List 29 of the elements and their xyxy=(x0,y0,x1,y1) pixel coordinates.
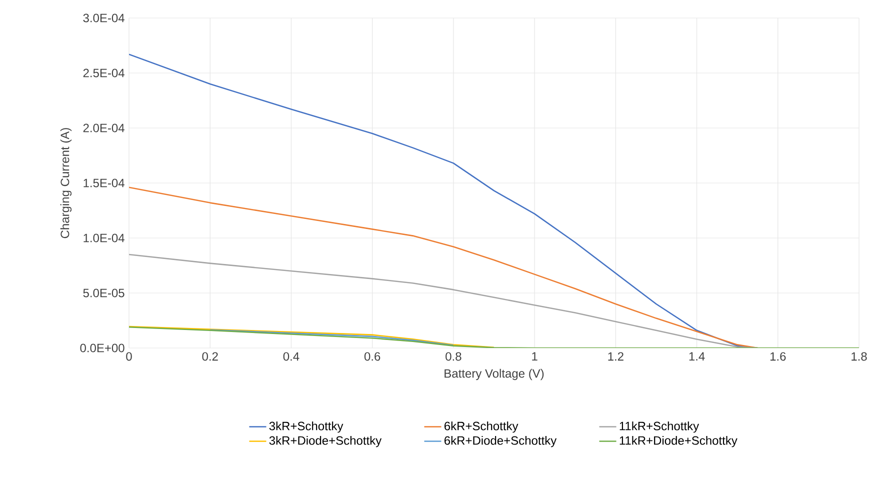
legend-label: 11kR+Schottky xyxy=(620,421,700,433)
y-tick-label: 3.0E-04 xyxy=(83,14,124,22)
x-axis-title: Battery Voltage (V) xyxy=(444,368,544,380)
y-tick-label: 2.5E-04 xyxy=(83,68,124,78)
y-tick-label: 5.0E-05 xyxy=(83,288,124,298)
x-tick-label: 1 xyxy=(532,352,538,360)
x-tick-label: 1.2 xyxy=(608,352,624,361)
x-tick-label: 0.6 xyxy=(364,352,380,361)
legend-label: 6kR+Schottky xyxy=(444,421,518,433)
line-series xyxy=(129,326,495,348)
legend-label: 3kR+Diode+Schottky xyxy=(269,436,382,448)
line-series xyxy=(129,254,758,348)
legend-label: 3kR+Schottky xyxy=(269,421,344,433)
y-tick-label: 0.0E+00 xyxy=(80,344,124,352)
y-axis-title: Charging Current (A) xyxy=(60,128,72,238)
line-series xyxy=(129,186,758,348)
y-tick-label: 2.0E-04 xyxy=(83,124,124,132)
y-tick-label: 1.5E-04 xyxy=(84,178,124,188)
legend-label: 6kR+Diode+Schottky xyxy=(444,436,557,448)
legend-label: 11kR+Diode+Schottky xyxy=(620,436,738,448)
x-tick-label: 0.4 xyxy=(283,352,300,361)
x-tick-label: 0.8 xyxy=(446,352,462,361)
x-tick-label: 0.2 xyxy=(202,352,218,361)
x-tick-label: 1.8 xyxy=(852,352,867,361)
x-tick-label: 1.4 xyxy=(689,352,705,360)
line-series xyxy=(209,329,454,346)
y-tick-label: 1.0E-04 xyxy=(84,234,124,242)
x-tick-label: 0 xyxy=(126,352,132,361)
x-tick-label: 1.6 xyxy=(770,352,786,361)
